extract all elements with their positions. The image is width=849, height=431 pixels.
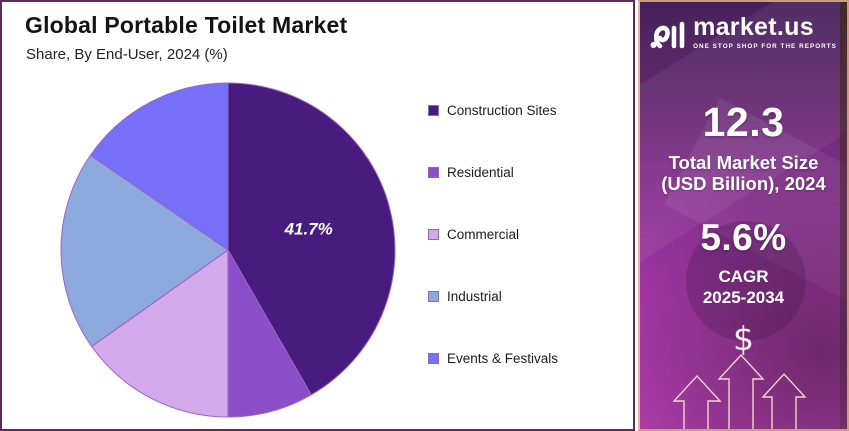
pie-slice-industrial xyxy=(60,154,229,348)
chart-legend: Construction Sites Residential Commercial I… xyxy=(428,103,558,413)
market-size-label: Total Market Size (USD Billion), 2024 xyxy=(661,152,825,195)
legend-label: Construction Sites xyxy=(447,102,557,118)
brand-name: market.us xyxy=(693,13,814,41)
market-size-value: 12.3 xyxy=(702,99,785,145)
pie-slice-residential xyxy=(227,248,312,418)
legend-item: Residential xyxy=(428,164,558,180)
brand-sidebar: market.us ONE STOP SHOP FOR THE REPORTS … xyxy=(638,0,849,431)
legend-label: Residential xyxy=(447,164,514,180)
legend-item: Events & Festivals xyxy=(428,350,559,366)
sidebar-content: market.us ONE STOP SHOP FOR THE REPORTS … xyxy=(640,2,847,429)
page-title: Global Portable Toilet Market xyxy=(25,12,348,38)
legend-swatch-icon xyxy=(428,228,439,240)
market-size-label-line1: Total Market Size xyxy=(668,152,819,173)
cagr-label-line2: 2025-2034 xyxy=(702,287,785,307)
market-size-label-line2: (USD Billion), 2024 xyxy=(661,173,826,195)
legend-label: Industrial xyxy=(447,288,502,304)
cagr-label-line1: CAGR xyxy=(718,266,769,286)
brand-tagline: ONE STOP SHOP FOR THE REPORTS xyxy=(693,43,837,50)
chart-panel: Global Portable Toilet Market Share, By … xyxy=(0,0,635,431)
pie-slice-events-festivals xyxy=(89,82,229,251)
pie-slice-construction-sites xyxy=(227,82,396,396)
legend-swatch-icon xyxy=(428,166,439,178)
legend-label: Commercial xyxy=(447,226,520,242)
pie-data-label: 41.7% xyxy=(284,220,333,239)
pie-slice-commercial xyxy=(90,249,229,418)
pie-chart: 41.7% xyxy=(58,80,398,420)
chart-subtitle: Share, By End-User, 2024 (%) xyxy=(26,46,228,63)
legend-swatch-icon xyxy=(428,352,439,364)
market-us-logo-icon xyxy=(650,18,686,55)
legend-label: Events & Festivals xyxy=(447,350,559,366)
brand-logo: market.us ONE STOP SHOP FOR THE REPORTS xyxy=(650,15,837,55)
pie-chart-svg: 41.7% xyxy=(60,82,396,418)
dollar-symbol: $ xyxy=(733,319,754,359)
legend-swatch-icon xyxy=(428,104,439,116)
legend-item: Industrial xyxy=(428,288,558,304)
legend-item: Construction Sites xyxy=(428,102,558,118)
brand-text: market.us ONE STOP SHOP FOR THE REPORTS xyxy=(693,13,837,51)
cagr-label: CAGR 2025-2034 xyxy=(703,267,784,308)
legend-swatch-icon xyxy=(428,290,439,302)
growth-arrows-icon xyxy=(640,353,847,429)
cagr-value: 5.6% xyxy=(700,216,787,258)
legend-item: Commercial xyxy=(428,226,558,242)
